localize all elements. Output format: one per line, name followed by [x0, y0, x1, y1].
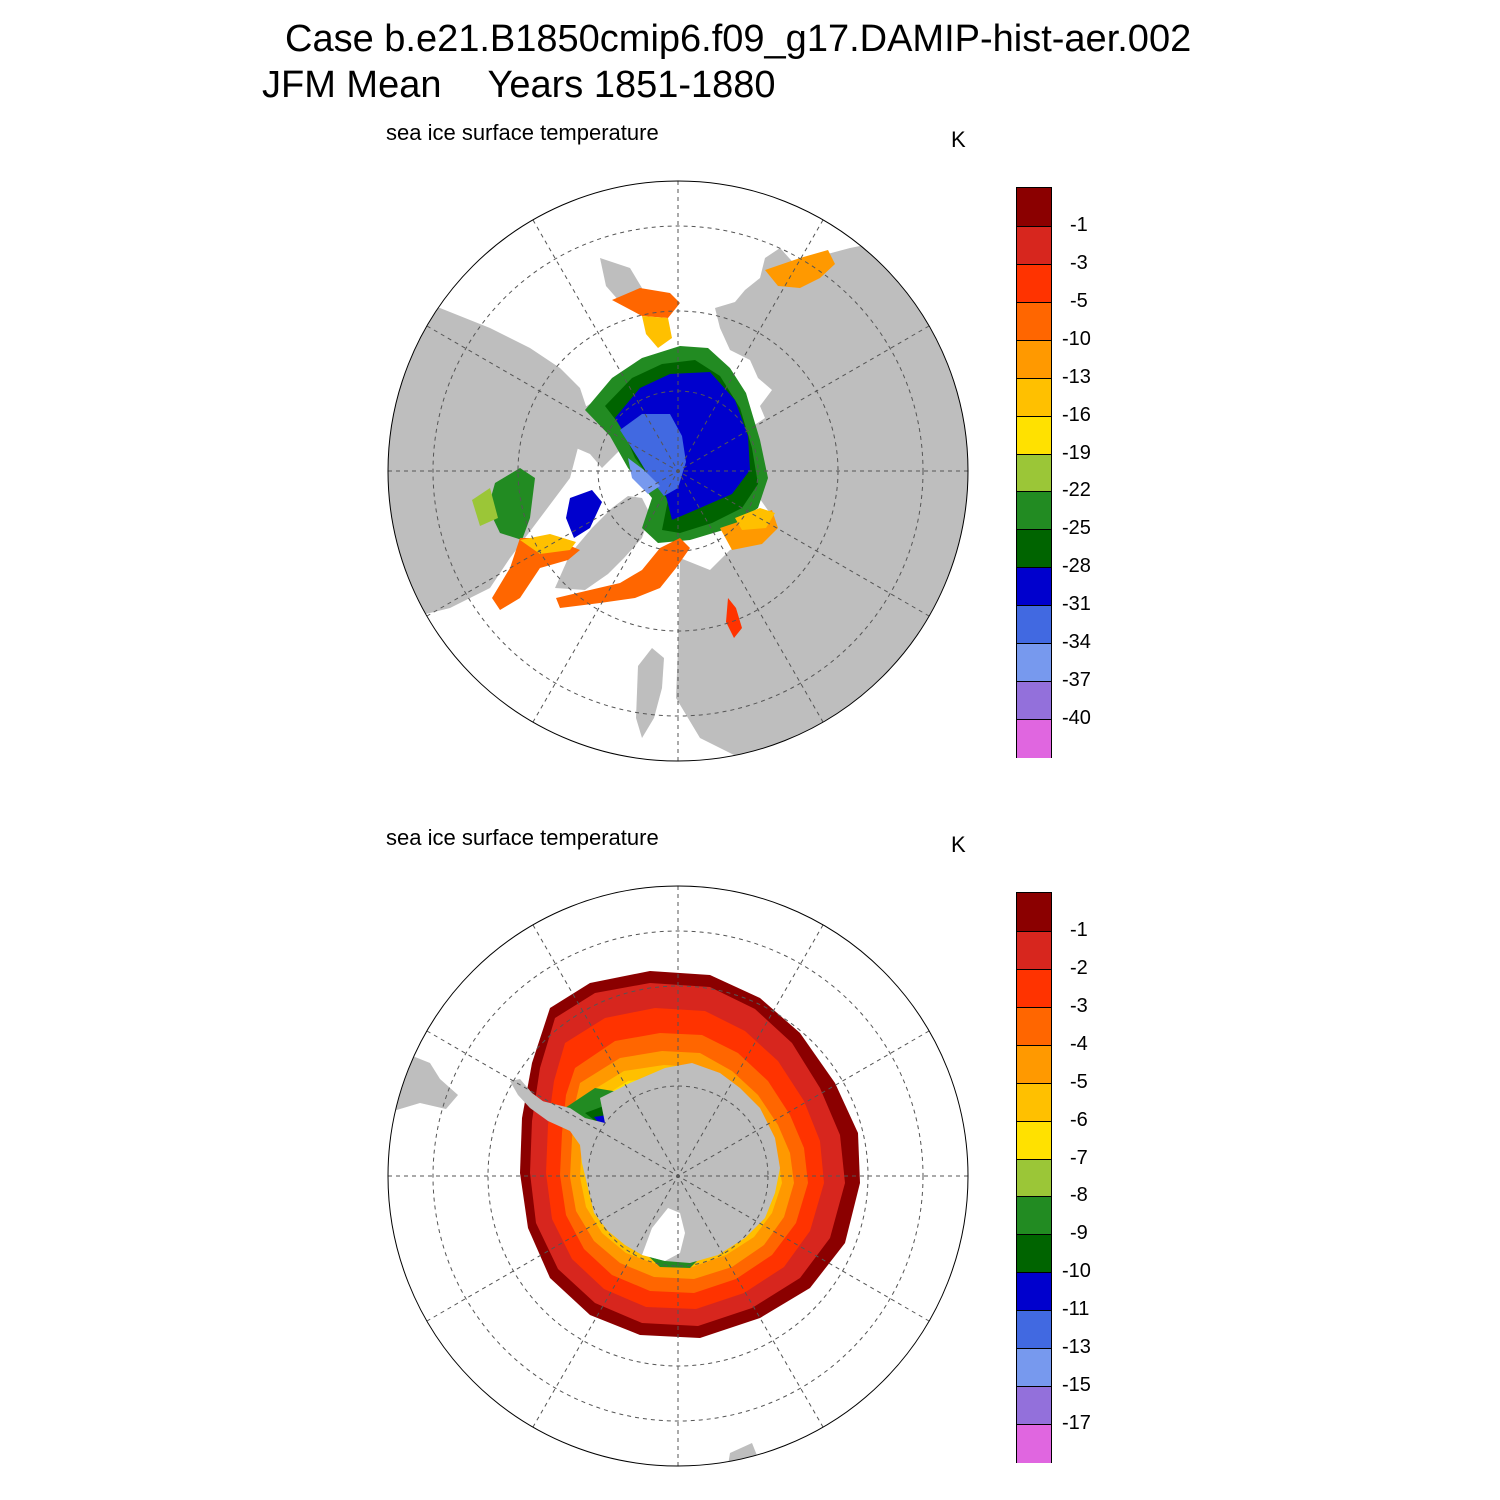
antarctic-colorbar-swatch	[1017, 1196, 1051, 1236]
arctic-eurasia-land	[676, 238, 968, 761]
antarctic-colorbar-label: -9	[1070, 1222, 1088, 1245]
arctic-colorbar-swatch	[1017, 188, 1051, 227]
antarctic-map-border	[387, 885, 969, 1467]
arctic-colorbar-label: -34	[1062, 631, 1091, 654]
arctic-colorbar-label: -16	[1062, 403, 1091, 426]
arctic-colorbar-swatch	[1017, 225, 1051, 266]
antarctic-colorbar-swatch	[1017, 1310, 1051, 1350]
antarctic-colorbar-label: -13	[1062, 1336, 1091, 1359]
arctic-baffin-bay-blue	[566, 490, 602, 538]
antarctic-colorbar-swatch	[1017, 1386, 1051, 1426]
antarctic-colorbar-swatch	[1017, 968, 1051, 1009]
antarctic-colorbar-label: -3	[1070, 994, 1088, 1017]
arctic-colorbar-swatch	[1017, 301, 1051, 342]
years-label: Years 1851-1880	[487, 64, 776, 106]
antarctic-colorbar-swatch	[1017, 1120, 1051, 1161]
antarctic-subtitle: sea ice surface temperature	[386, 825, 659, 850]
antarctic-colorbar	[1016, 892, 1052, 1464]
arctic-central-ice-light	[628, 458, 660, 494]
arctic-colorbar-label: -13	[1062, 365, 1091, 388]
arctic-colorbar-swatch	[1017, 415, 1051, 456]
antarctic-graticule	[388, 886, 968, 1466]
arctic-greenland-land	[555, 496, 650, 590]
arctic-graticule	[388, 181, 968, 761]
antarctic-colorbar-label: -6	[1070, 1108, 1088, 1131]
antarctic-colorbar-label: -2	[1070, 956, 1088, 979]
arctic-colorbar-swatch	[1017, 491, 1051, 531]
case-title: Case b.e21.B1850cmip6.f09_g17.DAMIP-hist…	[285, 18, 1192, 60]
arctic-colorbar-swatch	[1017, 377, 1051, 418]
season-label: JFM Mean	[262, 64, 442, 106]
arctic-colorbar-swatch	[1017, 567, 1051, 607]
arctic-colorbar-swatch	[1017, 719, 1051, 759]
antarctic-colorbar-label: -5	[1070, 1070, 1088, 1093]
season-title: JFM Mean Years 1851-1880	[262, 64, 776, 107]
antarctic-ross-ice-shelf	[642, 1208, 685, 1261]
arctic-bering-ice-yellow	[642, 316, 672, 348]
arctic-colorbar-swatch	[1017, 453, 1051, 493]
arctic-colorbar-label: -1	[1070, 213, 1088, 236]
antarctic-colorbar-label: -7	[1070, 1146, 1088, 1169]
antarctica-land	[530, 1063, 780, 1263]
antarctic-colorbar-swatch	[1017, 930, 1051, 971]
arctic-baltic-ice	[726, 598, 742, 638]
arctic-baffin-ice-green	[488, 468, 535, 540]
arctic-subtitle: sea ice surface temperature	[386, 120, 659, 145]
arctic-iceland-land	[702, 572, 720, 588]
arctic-colorbar-swatch	[1017, 339, 1051, 380]
arctic-uk-land	[636, 648, 664, 738]
antarctic-colorbar-swatch	[1017, 1158, 1051, 1198]
arctic-colorbar-label: -25	[1062, 517, 1091, 540]
antarctic-peninsula-land	[510, 1079, 548, 1108]
arctic-colorbar-label: -31	[1062, 593, 1091, 616]
arctic-colorbar-swatch	[1017, 263, 1051, 304]
arctic-colorbar-label: -3	[1070, 251, 1088, 274]
antarctic-colorbar-label: -4	[1070, 1032, 1088, 1055]
antarctic-colorbar-swatch	[1017, 1044, 1051, 1085]
antarctic-colorbar-label: -10	[1062, 1260, 1091, 1283]
arctic-colorbar-label: -37	[1062, 669, 1091, 692]
arctic-colorbar-label: -10	[1062, 327, 1091, 350]
antarctic-colorbar-swatch	[1017, 1006, 1051, 1047]
arctic-colorbar-swatch	[1017, 605, 1051, 645]
antarctic-colorbar-label: -8	[1070, 1184, 1088, 1207]
arctic-map-border	[387, 180, 969, 762]
arctic-sea-of-okhotsk-ice	[765, 250, 835, 288]
arctic-labrador-ice-yellow	[520, 534, 576, 554]
antarctic-colorbar-swatch	[1017, 893, 1051, 932]
antarctic-colorbar-label: -17	[1062, 1412, 1091, 1435]
arctic-colorbar-swatch	[1017, 681, 1051, 721]
arctic-barents-ice-yellow	[735, 508, 775, 530]
antarctic-colorbar-swatch	[1017, 1348, 1051, 1388]
arctic-labrador-ice	[492, 538, 580, 610]
antarctic-colorbar-label: -11	[1062, 1298, 1090, 1321]
arctic-colorbar-label: -28	[1062, 555, 1091, 578]
arctic-northamerica-land	[388, 308, 590, 648]
antarctic-colorbar-swatch	[1017, 1234, 1051, 1274]
arctic-colorbar-label: -19	[1062, 441, 1091, 464]
antarctic-units: K	[951, 832, 966, 857]
arctic-baffin-ice-yellow	[472, 488, 498, 526]
arctic-colorbar-swatch	[1017, 529, 1051, 569]
arctic-colorbar-label: -22	[1062, 479, 1091, 502]
arctic-units: K	[951, 127, 966, 152]
antarctic-colorbar-swatch	[1017, 1424, 1051, 1464]
arctic-colorbar	[1016, 187, 1052, 759]
arctic-colorbar-swatch	[1017, 643, 1051, 683]
antarctic-map	[387, 885, 969, 1467]
antarctic-colorbar-label: -1	[1070, 918, 1088, 941]
arctic-greenland-sea-ice	[556, 538, 690, 608]
arctic-colorbar-label: -5	[1070, 289, 1088, 312]
arctic-colorbar-label: -40	[1062, 707, 1091, 730]
arctic-bering-ice	[612, 288, 680, 318]
antarctic-colorbar-swatch	[1017, 1272, 1051, 1312]
antarctic-colorbar-swatch	[1017, 1082, 1051, 1123]
antarctic-colorbar-label: -15	[1062, 1374, 1091, 1397]
arctic-map	[387, 180, 969, 762]
